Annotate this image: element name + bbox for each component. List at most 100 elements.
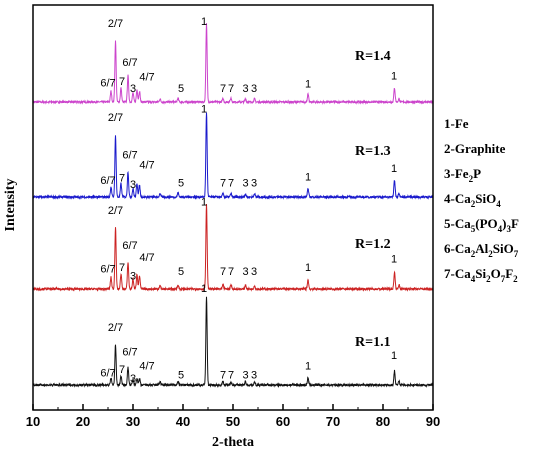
x-tick-label: 20 bbox=[76, 414, 90, 429]
legend-number: 4 bbox=[444, 191, 451, 206]
peak-label: 3 bbox=[130, 179, 136, 191]
peak-label: 3 bbox=[251, 83, 257, 95]
legend-separator: - bbox=[451, 216, 455, 231]
peak-label: 3 bbox=[251, 370, 257, 382]
legend-entry: 1-Fe bbox=[444, 116, 469, 131]
peak-label: 4/7 bbox=[139, 160, 154, 172]
legend-text-part: 5 bbox=[471, 224, 476, 234]
peak-label: 6/7 bbox=[100, 264, 115, 276]
legend-text-part: 3 bbox=[506, 224, 511, 234]
x-tick-label: 90 bbox=[426, 414, 440, 429]
peak-label: 1 bbox=[201, 283, 207, 295]
legend-number: 3 bbox=[444, 166, 451, 181]
peak-label: 7 bbox=[228, 370, 234, 382]
peak-label: 4/7 bbox=[139, 361, 154, 373]
peak-label: 6/7 bbox=[122, 240, 137, 252]
legend-separator: - bbox=[451, 116, 455, 131]
peak-label: 3 bbox=[130, 83, 136, 95]
legend-text-part: 4 bbox=[496, 199, 501, 209]
legend-text-part: P bbox=[473, 166, 481, 181]
legend-entry: 5-Ca5(PO4)3F bbox=[444, 216, 519, 234]
peak-label: 7 bbox=[119, 262, 125, 274]
legend-number: 1 bbox=[444, 116, 451, 131]
legend-separator: - bbox=[451, 266, 455, 281]
legend-number: 2 bbox=[444, 141, 451, 156]
peak-label: 3 bbox=[242, 177, 248, 189]
xrd-traces bbox=[32, 23, 434, 388]
legend-text-part: Si bbox=[475, 266, 486, 281]
legend-text-part: Ca bbox=[455, 216, 471, 231]
legend-separator: - bbox=[451, 141, 455, 156]
peak-label: 1 bbox=[305, 262, 311, 274]
legend-separator: - bbox=[451, 166, 455, 181]
legend-entry: 4-Ca2SiO4 bbox=[444, 191, 501, 209]
peak-label: 1 bbox=[391, 71, 397, 83]
legend-text-part: Ca bbox=[455, 191, 471, 206]
peak-label: 5 bbox=[178, 177, 184, 189]
x-tick-label: 10 bbox=[26, 414, 40, 429]
x-tick-label: 60 bbox=[276, 414, 290, 429]
trace-R-1-3 bbox=[32, 112, 434, 200]
legend-entry: 6-Ca2Al2SiO7 bbox=[444, 241, 519, 259]
legend-number: 5 bbox=[444, 216, 451, 231]
legend-text-part: Fe bbox=[455, 116, 469, 131]
peak-label: 2/7 bbox=[108, 322, 123, 334]
legend-entry: 2-Graphite bbox=[444, 141, 506, 156]
x-tick-label: 30 bbox=[126, 414, 140, 429]
peak-label: 3 bbox=[251, 266, 257, 278]
trace-R-1-4 bbox=[32, 23, 434, 105]
peak-label: 7 bbox=[228, 266, 234, 278]
x-tick-label: 40 bbox=[176, 414, 190, 429]
peak-label: 6/7 bbox=[122, 57, 137, 69]
legend-text-part: Ca bbox=[455, 241, 471, 256]
y-axis-title: Intensity bbox=[3, 179, 18, 232]
peak-label: 6/7 bbox=[122, 149, 137, 161]
legend-text-part: ) bbox=[502, 216, 506, 231]
panel-labels: R=1.4 R=1.3 R=1.2 R=1.1 bbox=[355, 49, 391, 350]
peak-label: 2/7 bbox=[108, 112, 123, 124]
legend-text-part: 2 bbox=[471, 199, 476, 209]
legend-separator: - bbox=[451, 191, 455, 206]
series-label: R=1.4 bbox=[355, 49, 391, 64]
peak-label: 2/7 bbox=[108, 205, 123, 217]
legend-text-part: (PO bbox=[475, 216, 497, 231]
peak-label: 3 bbox=[130, 373, 136, 385]
trace-R-1-2 bbox=[32, 204, 434, 292]
legend-separator: - bbox=[451, 241, 455, 256]
peak-label: 3 bbox=[251, 177, 257, 189]
peak-label: 7 bbox=[220, 177, 226, 189]
legend-text-part: 7 bbox=[501, 274, 506, 284]
x-tick-label: 50 bbox=[226, 414, 240, 429]
peak-label: 7 bbox=[119, 364, 125, 376]
peak-label: 3 bbox=[130, 270, 136, 282]
legend-text-part: F bbox=[511, 216, 519, 231]
legend-number: 7 bbox=[444, 266, 451, 281]
peak-label: 4/7 bbox=[139, 252, 154, 264]
peak-label: 2/7 bbox=[108, 18, 123, 30]
legend-text-part: Ca bbox=[455, 266, 471, 281]
series-label: R=1.2 bbox=[355, 237, 391, 252]
series-label: R=1.1 bbox=[355, 335, 391, 350]
phase-legend: 1-Fe2-Graphite3-Fe2P4-Ca2SiO45-Ca5(PO4)3… bbox=[444, 116, 519, 284]
x-axis-ticks: 10 20 30 40 50 60 70 80 90 bbox=[26, 404, 440, 429]
peak-label: 1 bbox=[391, 254, 397, 266]
peak-label: 1 bbox=[201, 103, 207, 115]
peak-label: 6/7 bbox=[100, 175, 115, 187]
legend-text-part: 2 bbox=[486, 274, 491, 284]
peak-label: 3 bbox=[242, 370, 248, 382]
peak-label: 7 bbox=[228, 83, 234, 95]
legend-text-part: SiO bbox=[475, 191, 496, 206]
peak-label: 6/7 bbox=[122, 347, 137, 359]
peak-label: 3 bbox=[242, 266, 248, 278]
peak-label: 6/7 bbox=[100, 78, 115, 90]
legend-number: 6 bbox=[444, 241, 451, 256]
legend-text-part: O bbox=[491, 266, 501, 281]
trace-R-1-1 bbox=[32, 296, 434, 388]
peak-label: 7 bbox=[220, 83, 226, 95]
legend-text-part: SiO bbox=[493, 241, 514, 256]
legend-text-part: 2 bbox=[471, 249, 476, 259]
legend-text-part: Fe bbox=[455, 166, 469, 181]
peak-label: 5 bbox=[178, 370, 184, 382]
